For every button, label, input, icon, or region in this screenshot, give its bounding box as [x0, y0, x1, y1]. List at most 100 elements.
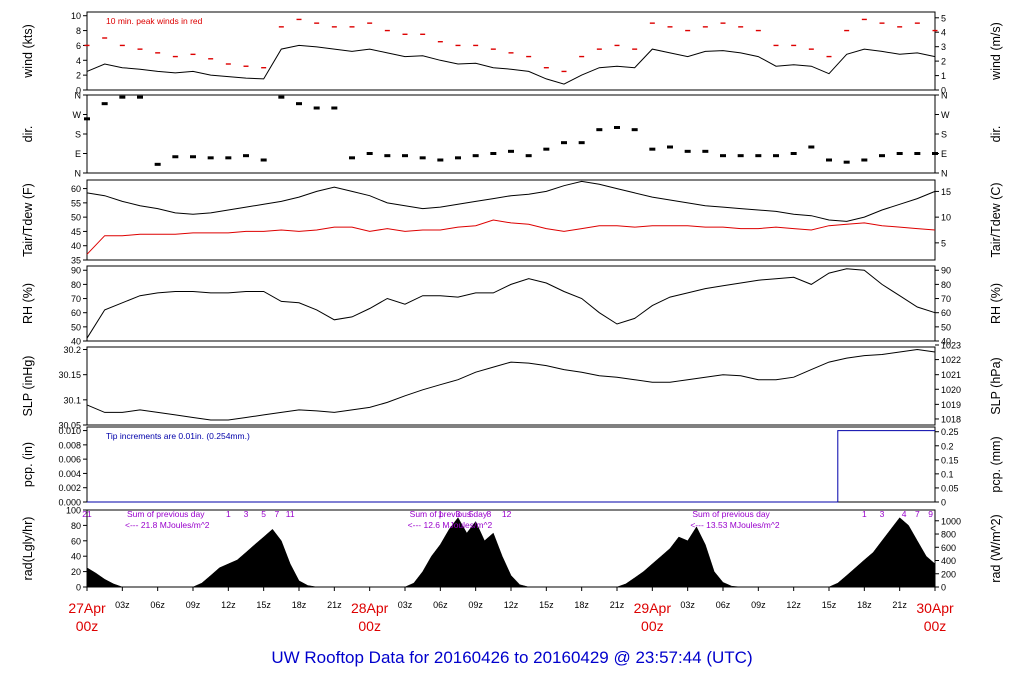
y-tick-label-right: 600	[941, 543, 956, 553]
x-tick-label: 03z	[398, 600, 413, 610]
radiation-hour-label: 8	[487, 509, 492, 519]
direction-point	[331, 106, 338, 110]
y-tick-label-left: N	[75, 91, 82, 101]
y-tick-label-right: 1020	[941, 385, 961, 395]
y-tick-label-left: 30.1	[63, 395, 81, 405]
direction-point	[154, 162, 161, 166]
y-tick-label-left: 50	[71, 213, 81, 223]
y-tick-label-left: 60	[71, 308, 81, 318]
y-tick-label-left: 0.004	[58, 469, 81, 479]
y-tick-label-right: 40	[941, 337, 951, 347]
y-tick-label-right: 3	[941, 42, 946, 52]
panel-4: 30.05 30.1 30.15 30.2 1018 1019 1020 1021 1022 10…	[21, 340, 1003, 430]
direction-point	[119, 95, 126, 99]
y-tick-label-left: 20	[71, 567, 81, 577]
y-tick-label-right: 1019	[941, 400, 961, 410]
direction-point	[684, 149, 691, 153]
direction-point	[843, 160, 850, 164]
radiation-hour-label: 3	[880, 509, 885, 519]
y-tick-label-left: 0	[76, 583, 81, 593]
y-tick-label-right: 0	[941, 583, 946, 593]
direction-point	[366, 152, 373, 155]
y-tick-label-right: 90	[941, 266, 951, 276]
radiation-sum-label: Sum of previous day	[692, 509, 770, 519]
direction-point	[84, 117, 90, 121]
y-tick-label-left: W	[73, 110, 82, 120]
panel-frame	[86, 346, 936, 426]
y-axis-label-left: wind (kts)	[21, 24, 35, 78]
panel-annotation: Tip increments are 0.01in. (0.254mm.)	[106, 431, 250, 441]
direction-point	[525, 154, 532, 158]
y-tick-label-right: 0.1	[941, 469, 954, 479]
direction-point	[472, 154, 479, 158]
panel-2: 35 40 45 50 55 60 5 10 15 Tair/Tdew (F) Tair/Tdew …	[21, 179, 1003, 266]
panel-frame	[86, 94, 936, 174]
radiation-hour-label: 7	[915, 509, 920, 519]
tair-series	[86, 180, 936, 222]
radiation-hour-label: 3	[456, 509, 461, 519]
radiation-hour-label: 5	[469, 509, 474, 519]
direction-point	[914, 152, 921, 155]
date-time-label: 00z	[924, 618, 947, 634]
x-tick-label: 18z	[857, 600, 872, 610]
direction-point	[631, 128, 638, 132]
radiation-sum-label: Sum of previous day	[127, 509, 205, 519]
y-tick-label-left: 35	[71, 256, 81, 266]
direction-point	[932, 152, 938, 155]
y-tick-label-right: 0	[941, 86, 946, 96]
y-tick-label-left: 55	[71, 198, 81, 208]
y-axis-label-right: pcp. (mm)	[989, 436, 1003, 492]
panel-0: 0 2 4 6 8 10 0 1 2 3 4 5 wind (kts) wind (m/s) 10 min.…	[21, 11, 1003, 95]
wind-series	[86, 44, 936, 85]
direction-point	[667, 145, 673, 149]
y-tick-label-right: 1021	[941, 370, 961, 380]
y-tick-label-left: 80	[71, 521, 81, 531]
direction-point	[419, 156, 426, 160]
y-tick-label-right: 50	[941, 322, 951, 332]
x-tick-label: 18z	[574, 600, 589, 610]
y-tick-label-left: 0.008	[58, 440, 81, 450]
y-tick-label-left: 40	[71, 552, 81, 562]
y-tick-label-left: 40	[71, 241, 81, 251]
radiation-hour-label: 1	[226, 509, 231, 519]
radiation-hour-label: 11	[286, 509, 295, 519]
y-tick-label-right: 1000	[941, 516, 961, 526]
x-tick-label: 15z	[256, 600, 271, 610]
y-axis-label-right: SLP (hPa)	[989, 357, 1003, 414]
direction-point	[614, 126, 620, 129]
y-tick-label-right: N	[941, 169, 948, 179]
x-tick-label: 06z	[150, 600, 165, 610]
y-tick-label-right: S	[941, 130, 947, 140]
radiation-hour-label: 12	[502, 509, 512, 519]
y-tick-label-left: 30.2	[63, 345, 81, 355]
direction-point	[207, 156, 214, 160]
panel-5: 0.000 0.002 0.004 0.006 0.008 0.010 0 0.05 0.1 0.…	[21, 426, 1003, 507]
y-axis-label-right: wind (m/s)	[989, 22, 1003, 81]
x-tick-label: 06z	[716, 600, 731, 610]
panel-6: 02040608010002004006008001000rad(Lgly/hr…	[21, 506, 1003, 593]
y-tick-label-left: S	[75, 130, 81, 140]
x-tick-label: 12z	[504, 600, 519, 610]
y-tick-label-left: 4	[76, 56, 81, 66]
y-tick-label-left: 60	[71, 536, 81, 546]
direction-point	[508, 149, 514, 153]
y-tick-label-right: 800	[941, 530, 956, 540]
date-label: 28Apr	[351, 600, 389, 616]
y-tick-label-right: W	[941, 110, 950, 120]
radiation-energy-label: <--- 12.6 MJoules/m^2	[408, 520, 493, 530]
direction-point	[260, 158, 267, 162]
direction-point	[790, 152, 797, 155]
y-tick-label-left: 0.010	[58, 426, 81, 436]
x-tick-label: 15z	[539, 600, 554, 610]
y-axis-label-right: dir.	[989, 126, 1003, 143]
direction-point	[296, 102, 302, 106]
x-tick-label: 03z	[680, 600, 695, 610]
date-label: 30Apr	[916, 600, 954, 616]
x-tick-label: 12z	[786, 600, 801, 610]
x-tick-label: 09z	[468, 600, 483, 610]
y-axis-label-left: rad(Lgly/hr)	[21, 517, 35, 581]
radiation-hour-label: 21	[82, 509, 92, 519]
direction-point	[826, 158, 832, 162]
